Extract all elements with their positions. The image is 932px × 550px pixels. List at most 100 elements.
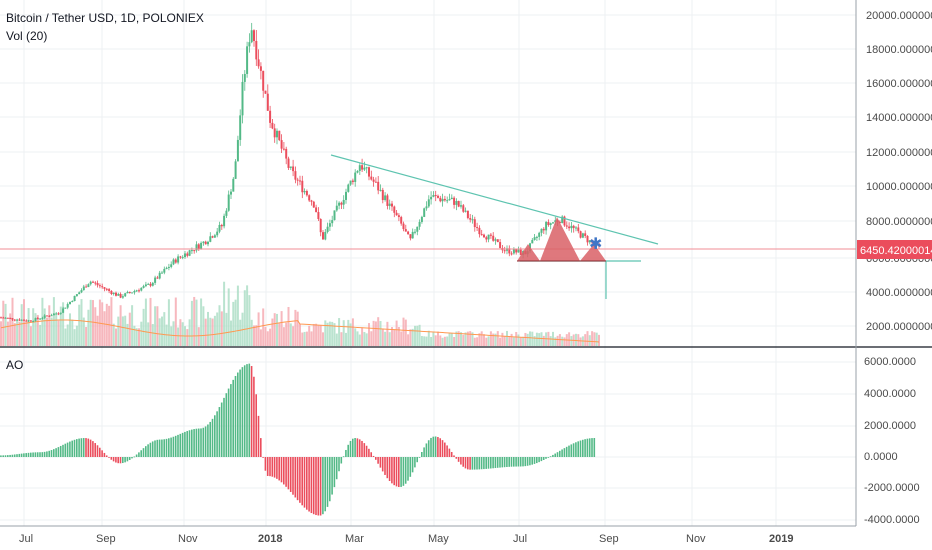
- candle-body: [393, 206, 396, 213]
- candle-body: [80, 290, 83, 293]
- ao-bar: [122, 457, 124, 464]
- volume-bar: [338, 318, 341, 346]
- candle-body: [177, 256, 180, 263]
- volume-bar: [349, 323, 352, 346]
- price-axis[interactable]: 20000.00000000 18000.00000000 16000.0000…: [857, 10, 932, 333]
- ao-bar: [331, 457, 333, 495]
- last-price-value: 6450.42000014: [860, 245, 932, 257]
- volume-bar: [197, 327, 200, 346]
- candle-body: [432, 195, 435, 197]
- ao-bar: [197, 428, 200, 457]
- volume-bar: [154, 306, 157, 346]
- candle-body: [319, 219, 322, 233]
- volume-bar: [103, 311, 106, 346]
- ao-bar: [554, 453, 556, 457]
- volume-bar: [402, 317, 405, 346]
- candle-body: [510, 253, 513, 255]
- ao-bar: [11, 454, 14, 457]
- candle-body: [161, 272, 163, 274]
- ao-bar: [149, 442, 152, 457]
- candle-body: [402, 223, 405, 230]
- descending-trendline: [330, 154, 659, 245]
- volume-bar: [434, 335, 437, 346]
- time-tick: Sep: [96, 533, 116, 545]
- volume-bar: [540, 332, 543, 346]
- volume-bar: [190, 300, 193, 346]
- volume-bar: [259, 329, 262, 346]
- candle-body: [287, 158, 290, 168]
- volume-bar: [262, 308, 265, 346]
- candle-body: [23, 319, 25, 321]
- volume-bar: [322, 332, 324, 346]
- candle-body: [264, 90, 267, 94]
- ao-tick: 6000.0000: [864, 356, 916, 368]
- volume-bar: [395, 320, 398, 346]
- ao-bar: [218, 407, 221, 457]
- volume-bar: [515, 331, 518, 346]
- ao-bar: [506, 457, 508, 467]
- ao-bar: [209, 421, 211, 457]
- ao-bar: [87, 438, 90, 457]
- candle-body: [411, 231, 414, 239]
- time-tick: Jul: [19, 533, 33, 545]
- ao-bar: [552, 454, 554, 457]
- candle-body: [358, 165, 361, 171]
- volume-bar: [23, 299, 25, 346]
- candle-body: [425, 206, 428, 209]
- candle-body: [207, 241, 209, 245]
- ao-bar: [0, 455, 2, 457]
- candle-body: [232, 178, 235, 192]
- volume-bar: [142, 308, 145, 346]
- candle-body: [269, 110, 272, 123]
- ao-bar: [354, 438, 356, 457]
- ao-axis[interactable]: 6000.0000 4000.0000 2000.0000 0.0000 -20…: [864, 356, 920, 526]
- ao-bar: [540, 457, 543, 462]
- ao-bar: [285, 457, 287, 487]
- volume-bar: [193, 296, 196, 346]
- candle-body: [174, 259, 177, 263]
- candle-body: [239, 115, 242, 140]
- ao-bar: [269, 457, 271, 477]
- volume-bar: [255, 325, 258, 346]
- volume-bar: [287, 306, 290, 346]
- candle-body: [299, 180, 301, 182]
- ao-bar: [444, 442, 446, 457]
- ao-bar: [499, 457, 501, 468]
- volume-bar: [310, 331, 313, 346]
- candle-body: [333, 210, 336, 221]
- volume-bar: [29, 326, 32, 346]
- volume-bar: [232, 301, 235, 346]
- volume-bar: [549, 336, 552, 346]
- volume-bar: [85, 326, 88, 346]
- time-axis[interactable]: Jul Sep Nov 2018 Mar May Jul Sep Nov 201…: [19, 533, 793, 545]
- ao-bar: [368, 448, 370, 457]
- candle-body: [158, 272, 161, 279]
- ao-bar: [13, 454, 16, 457]
- candle-body: [439, 197, 442, 202]
- volume-bar: [333, 323, 336, 346]
- ao-bar: [340, 457, 343, 464]
- candle-body: [538, 232, 541, 237]
- ao-bar: [207, 424, 209, 457]
- candle-body: [485, 237, 488, 240]
- ao-bar: [271, 457, 274, 477]
- ao-bar: [439, 438, 441, 457]
- ao-bar: [561, 449, 563, 457]
- candle-body: [301, 180, 304, 193]
- ao-bar: [342, 456, 345, 458]
- ao-bar: [227, 388, 230, 457]
- ao-bar: [48, 450, 50, 457]
- candle-body: [584, 233, 587, 236]
- ao-bar: [381, 457, 384, 472]
- volume-bar: [331, 321, 334, 346]
- candle-body: [87, 284, 90, 288]
- candle-body: [184, 253, 186, 258]
- price-tick: 10000.00000000: [866, 181, 932, 193]
- candle-body: [595, 243, 598, 245]
- ao-bar: [356, 438, 359, 457]
- pattern-right-shoulder: [580, 244, 606, 261]
- volume-bar: [92, 300, 94, 346]
- ao-bar: [492, 457, 494, 469]
- ao-bar: [117, 457, 119, 464]
- volume-bar: [289, 323, 292, 346]
